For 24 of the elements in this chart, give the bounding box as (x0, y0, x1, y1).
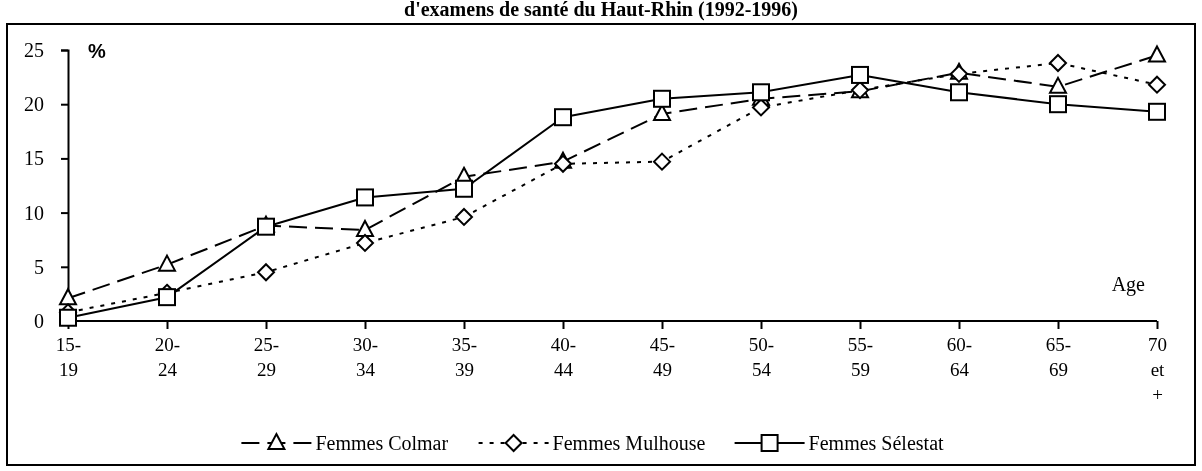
y-tick-label: 10 (24, 201, 44, 224)
x-tick-label: 65- 69 (1045, 334, 1072, 380)
legend-label: Femmes Colmar (315, 432, 449, 454)
x-tick-label: 25- 29 (253, 334, 280, 380)
legend-label: Femmes Mulhouse (552, 432, 706, 454)
y-axis-title: % (88, 40, 106, 62)
x-tick-label: 20- 24 (154, 334, 181, 380)
y-tick-label: 0 (34, 309, 44, 332)
legend-label: Femmes Sélestat (808, 432, 945, 454)
x-axis-title: Age (1111, 273, 1146, 296)
x-tick-label: 30- 34 (352, 334, 379, 380)
x-tick-label: 35- 39 (451, 334, 478, 380)
y-tick-label: 5 (34, 255, 44, 278)
x-tick-label: 45- 49 (649, 334, 676, 380)
y-tick-label: 15 (24, 147, 44, 170)
x-tick-label: 55- 59 (847, 334, 874, 380)
x-tick-label: 60- 64 (946, 334, 973, 380)
chart-title: d'examens de santé du Haut-Rhin (1992-1996) (404, 0, 798, 21)
x-tick-label: 40- 44 (550, 334, 577, 380)
y-tick-label: 25 (24, 38, 44, 61)
x-tick-label: 15- 19 (55, 334, 82, 380)
x-tick-label: 70 et + (1148, 334, 1167, 405)
y-tick-label: 20 (24, 93, 44, 116)
x-tick-label: 50- 54 (748, 334, 775, 380)
